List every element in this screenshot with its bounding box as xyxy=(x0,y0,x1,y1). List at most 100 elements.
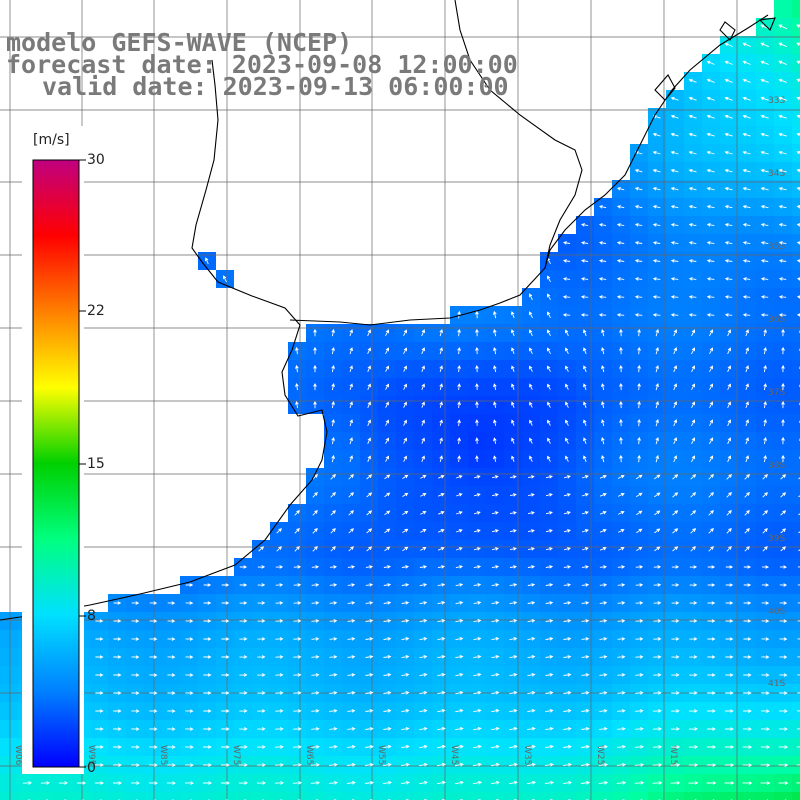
wind-arrow xyxy=(798,513,800,516)
wind-arrow xyxy=(581,511,589,515)
wind-arrow xyxy=(275,745,284,749)
wind-arrow xyxy=(778,186,787,191)
wind-arrow xyxy=(563,637,572,641)
wind-arrow xyxy=(401,583,410,587)
wind-arrow xyxy=(598,780,609,785)
wind-arrow xyxy=(797,674,800,676)
wind-arrow xyxy=(419,762,428,767)
wind-arrow xyxy=(583,329,587,337)
wind-arrow xyxy=(419,636,428,641)
wind-arrow xyxy=(565,329,569,337)
wind-arrow xyxy=(688,745,699,749)
wind-arrow xyxy=(547,455,551,462)
wind-arrow xyxy=(581,529,589,533)
wind-arrow xyxy=(745,329,750,337)
wind-arrow xyxy=(635,601,644,605)
wind-arrow xyxy=(402,546,409,552)
wind-arrow xyxy=(547,275,551,283)
wind-cell xyxy=(0,792,18,800)
wind-arrow xyxy=(364,780,374,785)
wind-arrow xyxy=(673,455,678,463)
coastline xyxy=(0,0,769,621)
wind-arrow xyxy=(724,150,733,155)
wind-arrow xyxy=(293,709,302,713)
wind-arrow xyxy=(796,96,800,101)
wind-arrow xyxy=(293,655,302,659)
wind-arrow xyxy=(437,672,446,677)
wind-arrow xyxy=(511,455,515,462)
wind-arrow xyxy=(348,546,355,552)
valid-date: valid date: 2023-09-13 06:00:00 xyxy=(42,72,509,101)
wind-arrow xyxy=(167,709,176,713)
wind-arrow xyxy=(727,401,731,409)
wind-arrow xyxy=(403,401,407,408)
wind-arrow xyxy=(724,781,735,785)
wind-arrow xyxy=(310,763,320,767)
wind-arrow xyxy=(706,150,715,155)
wind-arrow xyxy=(583,455,587,463)
wind-arrow xyxy=(655,382,659,391)
wind-arrow xyxy=(619,400,623,409)
wind-arrow xyxy=(491,583,500,587)
wind-arrow xyxy=(725,673,734,677)
wind-arrow xyxy=(455,529,463,533)
wind-cell xyxy=(792,360,800,378)
wind-arrow xyxy=(724,763,735,767)
wind-arrow xyxy=(689,619,698,623)
wind-arrow xyxy=(637,382,641,391)
wind-arrow xyxy=(706,96,715,101)
wind-arrow xyxy=(274,781,285,785)
wind-arrow xyxy=(707,565,716,569)
wind-arrow xyxy=(763,364,767,373)
wind-arrow xyxy=(781,364,785,373)
wind-arrow xyxy=(655,346,659,355)
wind-arrow xyxy=(367,401,371,408)
wind-arrow xyxy=(439,455,443,463)
wind-arrow xyxy=(619,436,623,445)
wind-arrow xyxy=(365,726,374,731)
wind-arrow xyxy=(742,241,751,245)
wind-arrow xyxy=(760,781,771,785)
wind-arrow xyxy=(113,745,122,749)
wind-arrow xyxy=(670,96,679,101)
wind-arrow xyxy=(221,727,230,731)
wind-arrow xyxy=(529,365,533,372)
wind-cell xyxy=(360,792,378,800)
wind-arrow xyxy=(95,691,104,695)
wind-arrow xyxy=(310,781,321,785)
wind-arrow xyxy=(313,400,317,409)
wind-arrow xyxy=(113,619,122,623)
wind-arrow xyxy=(707,619,716,623)
wind-arrow xyxy=(420,529,427,533)
wind-arrow xyxy=(293,745,302,749)
wind-arrow xyxy=(493,365,497,373)
wind-arrow xyxy=(797,620,800,622)
wind-arrow xyxy=(601,383,605,391)
wind-arrow xyxy=(349,347,353,355)
wind-arrow xyxy=(509,708,518,713)
wind-arrow xyxy=(706,295,715,299)
wind-arrow xyxy=(490,780,500,785)
wind-arrow xyxy=(257,691,266,695)
wind-arrow xyxy=(672,546,679,552)
wind-arrow xyxy=(762,510,768,516)
wind-arrow xyxy=(581,565,590,569)
wind-arrow xyxy=(383,726,392,731)
wind-arrow xyxy=(148,781,158,785)
wind-arrow xyxy=(509,636,518,641)
wind-arrow xyxy=(745,437,749,445)
wind-arrow xyxy=(761,583,770,587)
longitude-label: W95 xyxy=(86,745,96,765)
wind-arrow xyxy=(167,673,176,677)
wind-arrow xyxy=(149,745,158,749)
wind-arrow xyxy=(760,241,769,245)
wind-arrow xyxy=(367,365,371,372)
wind-arrow xyxy=(493,346,497,355)
wind-arrow xyxy=(419,583,428,587)
wind-arrow xyxy=(616,186,625,191)
wind-cell xyxy=(792,612,800,630)
wind-arrow xyxy=(528,293,533,301)
latitude-label: 35S xyxy=(768,242,785,252)
wind-arrow xyxy=(491,726,500,731)
wind-arrow xyxy=(653,637,662,641)
